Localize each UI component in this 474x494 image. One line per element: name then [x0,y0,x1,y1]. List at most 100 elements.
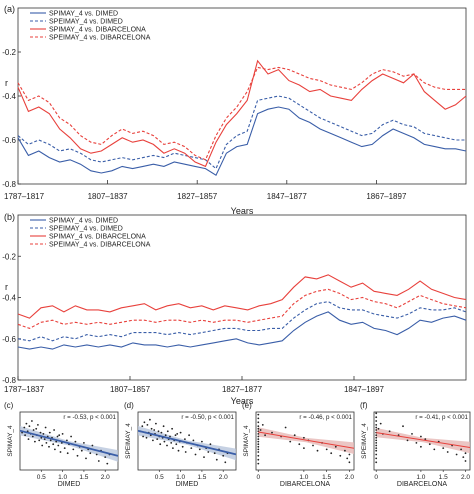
data-point [85,457,87,460]
data-point [53,429,55,431]
data-point [192,439,195,442]
series-line-4 [17,288,467,329]
data-point [375,429,378,431]
data-point [177,449,180,452]
data-point [49,439,52,442]
data-point [257,417,260,420]
x-tick-label: 1827–1877 [222,385,263,394]
data-point [142,435,145,438]
x-tick-label: 1827–1857 [177,192,218,201]
data-point [442,447,445,449]
data-point [460,448,462,451]
data-point [61,433,64,435]
data-point [271,431,273,434]
data-point [420,445,422,448]
data-point [348,461,351,464]
x-tick-label: 1.5 [197,474,206,481]
x-tick-label: 1807–1857 [110,385,151,394]
data-point [163,440,166,443]
data-point [91,444,94,447]
legend-entry: SPIMAY_4 vs. DIMED [49,218,118,225]
x-axis-label: DIBARCELONA [397,481,448,488]
data-point [40,436,43,439]
plot-frame [137,411,237,471]
fit-line [258,431,355,449]
y-tick-label: -0.2 [2,48,16,57]
data-point [174,434,177,437]
x-tick-label: 1.5 [322,474,331,481]
data-point [166,430,169,433]
correlation-annotation: r = -0.46, p < 0.001 [299,414,352,421]
data-point [176,433,179,435]
data-point [56,435,59,438]
data-point [261,424,264,426]
data-point [375,447,378,449]
panel-f: (f) r = -0.41, p < 0.001 SPEIMAY_4 0 1.0 1.5 2… [360,401,470,488]
data-point [402,425,404,428]
y-axis-label: r [5,78,8,88]
legend-entry: SPIMAY_4 vs. DIBARCELONA [49,234,146,241]
data-point [34,440,36,443]
data-point [27,438,30,440]
legend-entry: SPEIMAY_4 vs. DIBARCELONA [49,242,151,249]
data-point [160,431,163,434]
x-tick-label: 0.5 [37,474,46,481]
data-point [41,444,44,447]
data-point [375,434,378,437]
x-axis-label: DIMED [58,481,81,488]
x-tick-label: 2.0 [101,474,110,481]
data-point [257,425,260,428]
y-tick-label: -0.8 [2,376,16,385]
x-tick-label: 2.0 [219,474,228,481]
data-point [215,458,218,461]
data-point [146,424,149,426]
data-point [95,453,98,456]
x-tick-label: 1.0 [176,474,185,481]
x-tick-label: 0 [256,474,260,481]
data-point [44,426,47,429]
x-tick-label: 1.0 [416,474,425,481]
plot-frame [373,411,471,471]
data-point [257,421,260,424]
data-point [464,452,467,455]
data-point [58,434,61,437]
data-point [257,443,260,446]
data-point [45,442,48,444]
data-point [334,445,337,448]
data-point [415,442,418,444]
data-point [325,448,328,451]
correlation-annotation: r = -0.53, p < 0.001 [63,414,116,421]
x-axis-label: DIMED [176,481,199,488]
data-point [222,454,225,457]
data-point [80,449,83,452]
data-point [106,462,109,465]
data-point [63,447,66,449]
x-axis-label: Years [231,396,254,406]
data-point [155,422,157,425]
data-point [74,440,77,443]
data-point [257,448,260,451]
data-point [39,431,42,434]
legend-entry: SPIMAY_4 vs. DIBARCELONA [49,27,146,34]
data-point [213,452,216,455]
data-point [293,434,296,437]
x-tick-label: 2.0 [345,474,354,481]
data-point [152,439,154,442]
data-point [257,454,260,457]
data-point [264,434,266,437]
data-point [298,443,301,446]
x-tick-label: 1807–1837 [88,192,129,201]
data-point [289,440,292,443]
data-point [194,453,197,456]
data-point [143,421,146,424]
panel-label: (d) [124,401,134,410]
y-tick-label: -0.4 [2,92,16,101]
data-point [375,457,378,460]
fit-line [376,432,471,449]
data-point [312,444,314,447]
data-point [257,445,260,448]
data-point [181,445,184,448]
legend-entry: SPEIMAY_4 vs. DIMED [49,19,123,26]
x-tick-label: 2.0 [461,474,470,481]
data-point [375,416,378,419]
